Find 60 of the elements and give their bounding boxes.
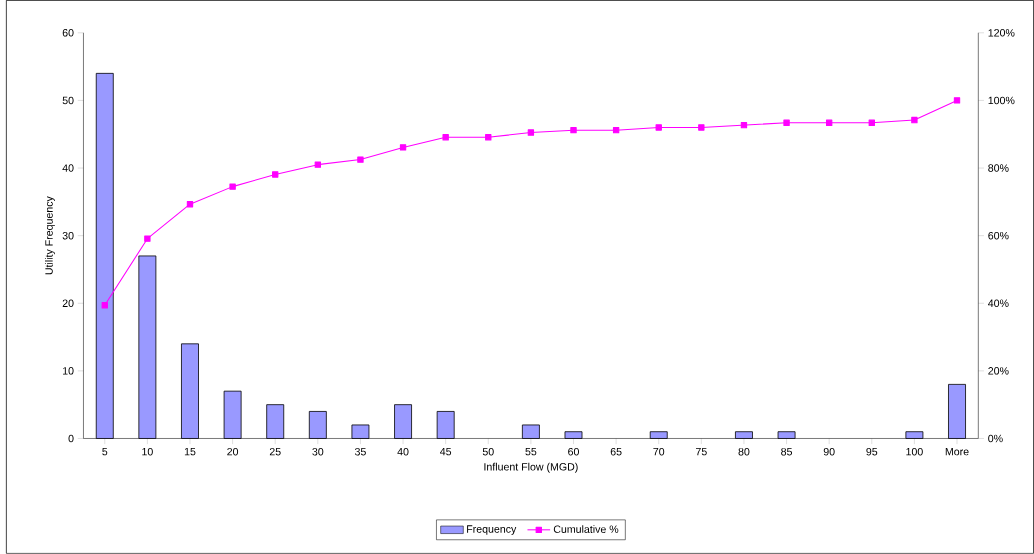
- x-tick-label: 10: [142, 448, 153, 456]
- legend-label: Frequency: [467, 525, 517, 535]
- x-tick-label: 85: [781, 448, 793, 456]
- y2-tick-label: 120%: [988, 29, 1015, 37]
- point: [527, 129, 535, 136]
- x-tick-label: 20: [227, 448, 239, 456]
- point: [101, 302, 108, 309]
- y2-tick-label: 80%: [988, 164, 1009, 172]
- point: [740, 122, 748, 129]
- y-tick-label: 20: [62, 299, 74, 308]
- x-tick-label: 95: [866, 448, 878, 456]
- y-tick-label: 30: [62, 231, 74, 240]
- point: [314, 161, 322, 168]
- y-tick-label: 10: [63, 367, 74, 375]
- point: [570, 127, 577, 134]
- x-tick-label: 30: [312, 448, 324, 456]
- point: [357, 156, 364, 163]
- point: [911, 116, 918, 124]
- x-tick-label: 50: [482, 448, 494, 456]
- y-tick-label: 40: [62, 164, 74, 172]
- point: [953, 97, 961, 104]
- y-tick-label: 0: [68, 434, 74, 443]
- x-tick-label: 75: [695, 448, 707, 456]
- y2-tick-label: 40%: [988, 299, 1009, 308]
- x-tick-label: 40: [397, 448, 409, 456]
- point: [698, 124, 705, 131]
- x-tick-label: 65: [610, 448, 622, 456]
- point: [612, 127, 620, 134]
- x-axis-title: Influent Flow (MGD): [484, 462, 578, 473]
- point: [399, 144, 407, 151]
- y2-tick-label: 20%: [988, 367, 1009, 375]
- point: [229, 183, 236, 190]
- x-tick-label: 5: [102, 448, 108, 456]
- y2-tick-label: 0%: [988, 434, 1003, 443]
- x-tick-label: 90: [823, 448, 835, 456]
- x-tick-label: 45: [440, 448, 452, 456]
- x-tick-label: 35: [354, 448, 366, 456]
- point: [825, 119, 833, 127]
- x-tick-label: 25: [269, 448, 281, 456]
- point: [144, 235, 151, 242]
- point: [655, 124, 662, 131]
- point: [868, 119, 875, 127]
- point: [186, 201, 194, 208]
- point: [272, 171, 279, 178]
- x-tick-label: More: [945, 448, 969, 456]
- x-tick-label: 100: [906, 448, 923, 456]
- point: [783, 119, 790, 127]
- x-tick-label: 80: [738, 448, 750, 456]
- x-tick-label: 70: [653, 448, 665, 456]
- x-tick-label: 15: [184, 448, 196, 456]
- legend-label: Cumulative %: [553, 525, 619, 534]
- y-tick-label: 50: [62, 96, 74, 105]
- y2-tick-label: 100%: [988, 96, 1015, 105]
- x-tick-label: 60: [568, 448, 579, 456]
- point: [485, 134, 492, 141]
- x-tick-label: 55: [525, 448, 537, 456]
- point: [442, 134, 449, 141]
- y2-tick-label: 60%: [988, 231, 1009, 240]
- y-tick-label: 60: [62, 29, 74, 37]
- y-axis-title: Utility Frequency: [44, 196, 55, 275]
